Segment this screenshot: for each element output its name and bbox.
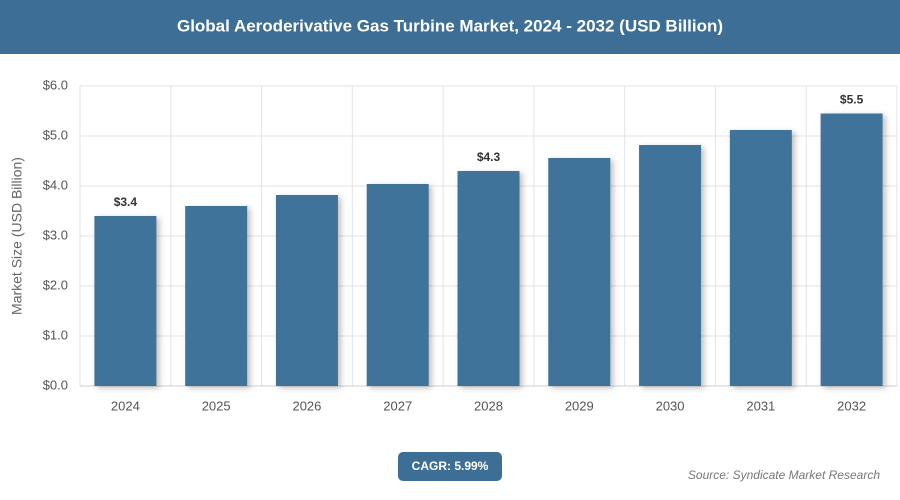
bar — [820, 113, 883, 386]
x-tick-label: 2032 — [837, 398, 866, 413]
chart-title: Global Aeroderivative Gas Turbine Market… — [177, 16, 723, 35]
x-tick-label: 2024 — [111, 398, 140, 413]
x-tick-label: 2030 — [656, 398, 685, 413]
bar — [94, 216, 157, 386]
bar — [366, 184, 429, 386]
x-tick-label: 2027 — [383, 398, 412, 413]
x-tick-label: 2028 — [474, 398, 503, 413]
y-axis-label: Market Size (USD Billion) — [9, 157, 25, 315]
y-tick-label: $1.0 — [43, 327, 68, 342]
y-tick-label: $5.0 — [43, 127, 68, 142]
value-label: $5.5 — [840, 93, 864, 107]
x-tick-label: 2025 — [202, 398, 231, 413]
bar — [548, 158, 611, 386]
plot-area: $0.0 $1.0 $2.0 $3.0 $4.0 $5.0 $6.0 2024 $3.4 2025… — [43, 77, 898, 413]
x-tick-label: 2031 — [746, 398, 775, 413]
y-tick-label: $3.0 — [43, 227, 68, 242]
y-tick-label: $6.0 — [43, 77, 68, 92]
x-tick-label: 2029 — [565, 398, 594, 413]
cagr-label: CAGR: 5.99% — [412, 459, 489, 473]
cagr-badge — [398, 452, 502, 481]
y-tick-label: $2.0 — [43, 277, 68, 292]
bar — [457, 171, 520, 386]
y-tick-label: $0.0 — [43, 377, 68, 392]
y-tick-label: $4.0 — [43, 177, 68, 192]
value-label: $3.4 — [114, 195, 138, 209]
value-label: $4.3 — [477, 150, 501, 164]
header-band — [0, 0, 900, 54]
bar — [729, 130, 792, 386]
x-tick-label: 2026 — [292, 398, 321, 413]
source-note: Source: Syndicate Market Research — [688, 468, 880, 482]
bar — [639, 145, 702, 386]
bar — [185, 206, 248, 386]
bar — [275, 195, 338, 386]
